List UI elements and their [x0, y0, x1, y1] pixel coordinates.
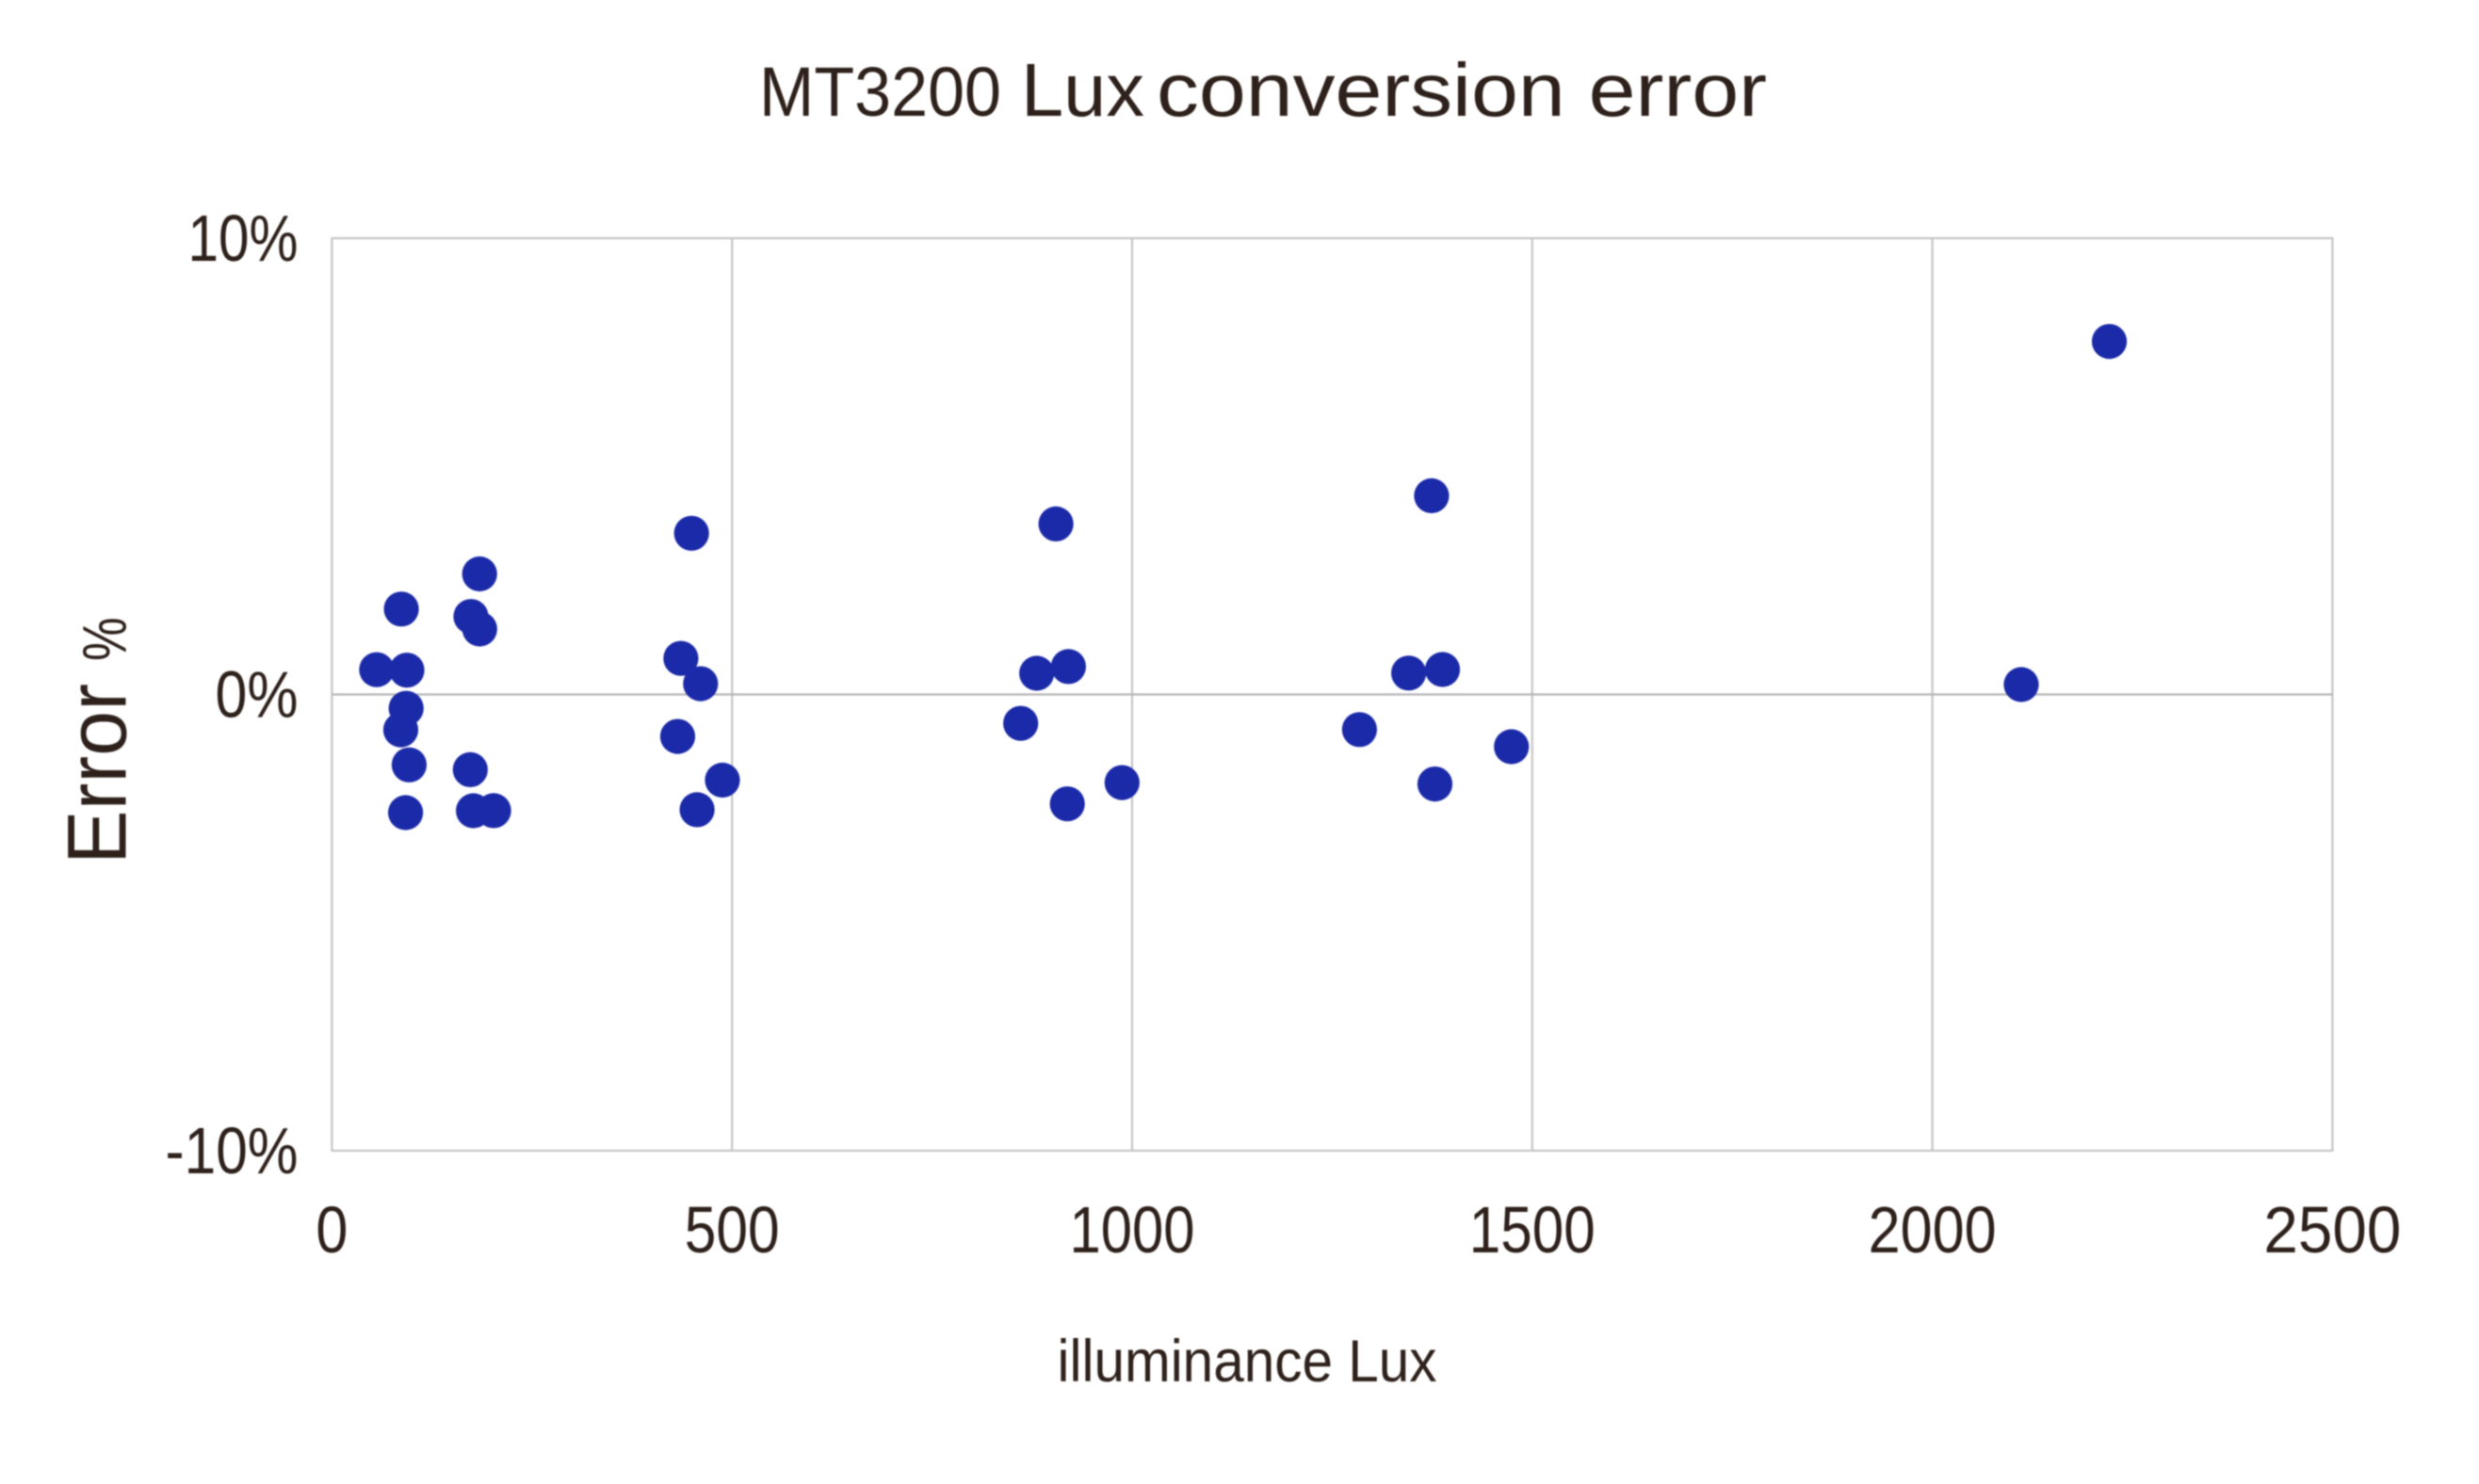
svg-text:2500: 2500	[2263, 1193, 2401, 1266]
svg-text:2000: 2000	[1869, 1193, 1997, 1266]
svg-text:Error: Error	[50, 684, 144, 864]
svg-text:1000: 1000	[1070, 1193, 1195, 1266]
svg-text:-10%: -10%	[166, 1114, 299, 1187]
svg-text:illuminance Lux: illuminance Lux	[1058, 1329, 1437, 1395]
svg-text:%: %	[70, 618, 139, 662]
svg-text:Lux: Lux	[1021, 48, 1144, 132]
svg-text:conversion error: conversion error	[1157, 48, 1767, 132]
svg-text:500: 500	[685, 1193, 780, 1266]
svg-text:0%: 0%	[216, 658, 299, 732]
svg-text:MT3200: MT3200	[759, 53, 1001, 131]
svg-text:10%: 10%	[188, 202, 299, 275]
svg-text:0: 0	[316, 1193, 348, 1266]
svg-text:1500: 1500	[1469, 1193, 1596, 1266]
